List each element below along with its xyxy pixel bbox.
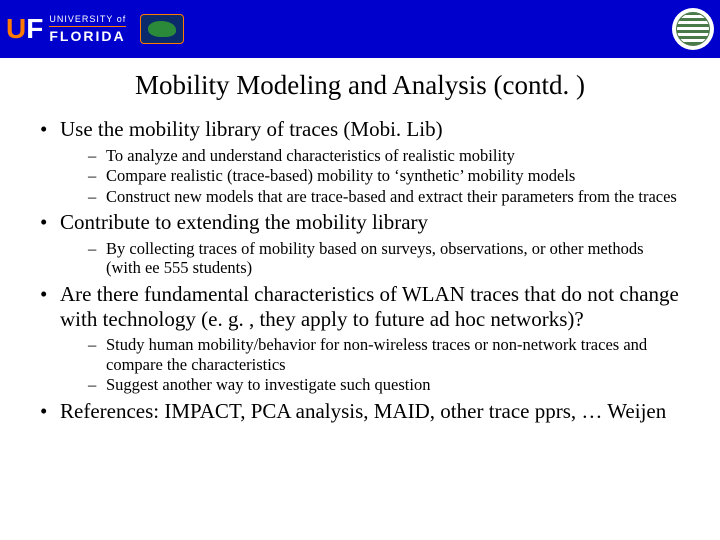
bullet-item: Use the mobility library of traces (Mobi… (38, 117, 682, 206)
uf-logo-block: UF UNIVERSITY of FLORIDA (6, 14, 184, 44)
sub-list: Study human mobility/behavior for non-wi… (60, 335, 682, 394)
slide-title: Mobility Modeling and Analysis (contd. ) (38, 70, 682, 101)
uf-text: UNIVERSITY of FLORIDA (49, 15, 126, 43)
uf-letter-f: F (26, 15, 43, 43)
bullet-list: Use the mobility library of traces (Mobi… (38, 117, 682, 424)
uf-logo: UF (6, 15, 43, 43)
bullet-text: Contribute to extending the mobility lib… (60, 210, 428, 234)
bullet-item: Are there fundamental characteristics of… (38, 282, 682, 395)
gator-head-icon (148, 21, 176, 37)
bullet-item: Contribute to extending the mobility lib… (38, 210, 682, 278)
sub-item: Construct new models that are trace-base… (88, 187, 682, 206)
sub-item: Compare realistic (trace-based) mobility… (88, 166, 682, 185)
sub-list: By collecting traces of mobility based o… (60, 239, 682, 278)
bullet-item: References: IMPACT, PCA analysis, MAID, … (38, 399, 682, 424)
bullet-text: Are there fundamental characteristics of… (60, 282, 679, 331)
bullet-text: Use the mobility library of traces (Mobi… (60, 117, 443, 141)
globe-icon (676, 12, 710, 46)
sub-item: To analyze and understand characteristic… (88, 146, 682, 165)
sub-item: Suggest another way to investigate such … (88, 375, 682, 394)
globe-emblem-icon (672, 8, 714, 50)
bullet-text: References: IMPACT, PCA analysis, MAID, … (60, 399, 666, 423)
sub-item: Study human mobility/behavior for non-wi… (88, 335, 682, 374)
gator-badge-icon (140, 14, 184, 44)
uf-text-top: UNIVERSITY of (49, 15, 126, 27)
sub-list: To analyze and understand characteristic… (60, 146, 682, 206)
slide-content: Mobility Modeling and Analysis (contd. )… (0, 58, 720, 424)
uf-text-bottom: FLORIDA (49, 29, 126, 43)
header-bar: UF UNIVERSITY of FLORIDA (0, 0, 720, 58)
sub-item: By collecting traces of mobility based o… (88, 239, 682, 278)
uf-letter-u: U (6, 15, 26, 43)
